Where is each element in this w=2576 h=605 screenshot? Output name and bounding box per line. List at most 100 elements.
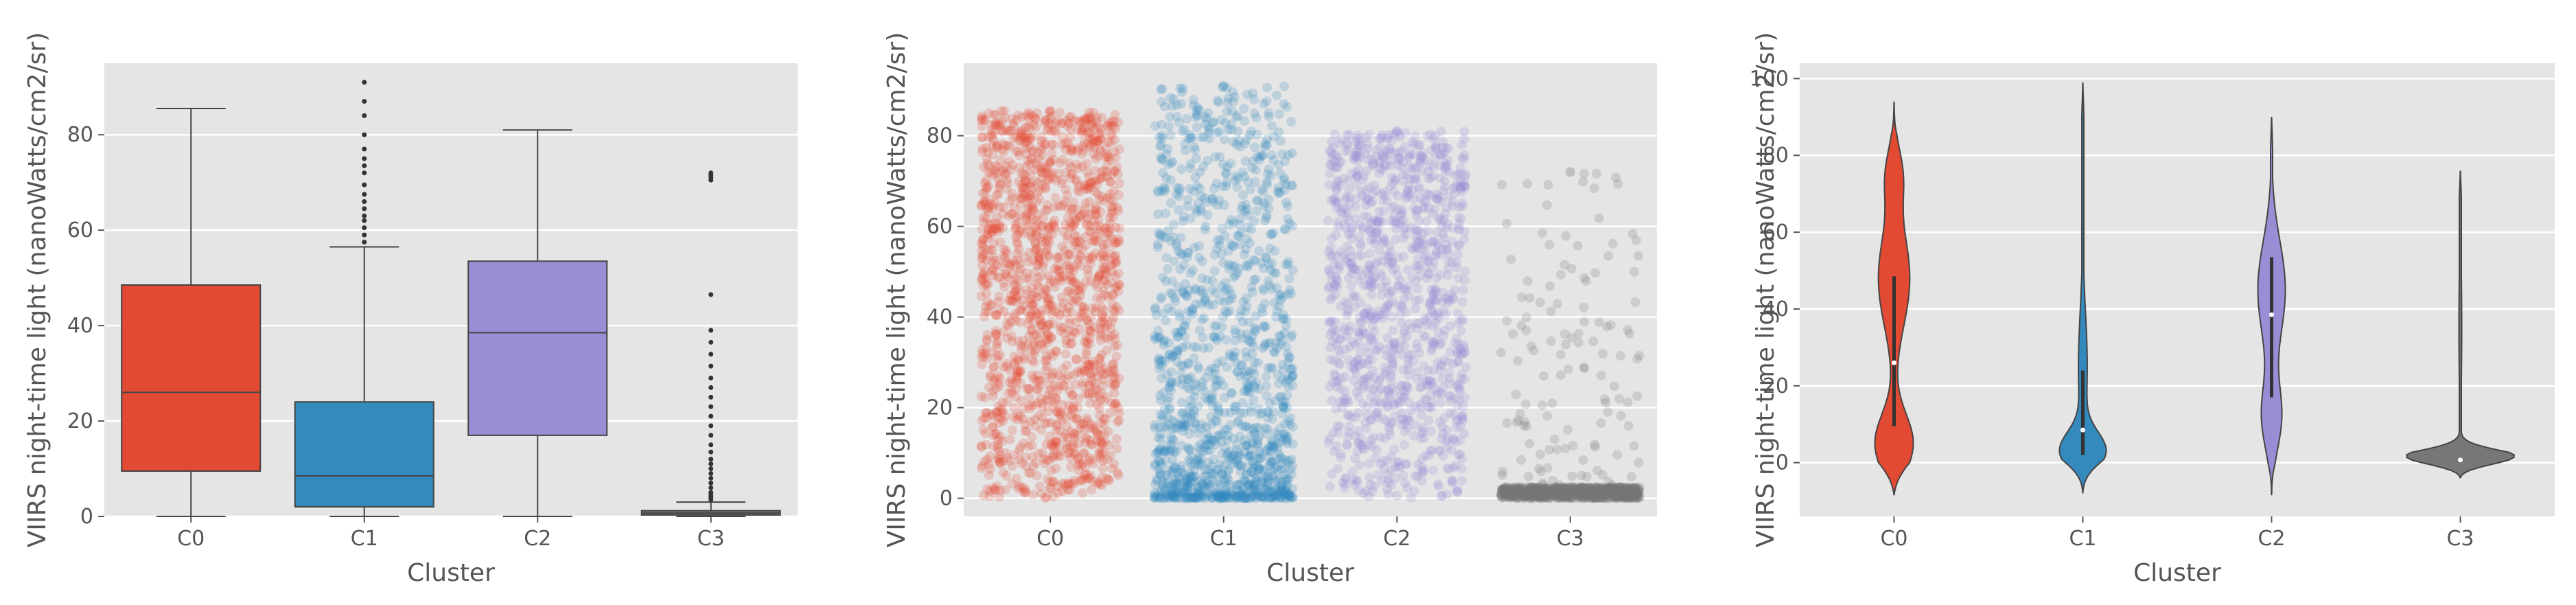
strip-point [1076, 260, 1087, 271]
strip-point [1232, 182, 1242, 192]
strip-point [1403, 423, 1413, 433]
strip-point [1090, 231, 1100, 241]
strip-point [1047, 119, 1057, 130]
strip-point [1376, 271, 1386, 282]
strip-point [1072, 205, 1082, 215]
strip-point [1012, 473, 1021, 483]
strip-point [1036, 136, 1047, 146]
strip-point [1430, 285, 1440, 295]
strip-point [993, 336, 1003, 346]
strip-point [982, 455, 993, 465]
strip-point [1043, 235, 1053, 245]
strip-point [1098, 317, 1108, 326]
strip-point [1089, 137, 1098, 148]
strip-point [1028, 131, 1038, 141]
strip-point [1455, 345, 1465, 355]
strip-point [1010, 260, 1021, 270]
strip-point [984, 225, 993, 235]
strip-point [1381, 350, 1391, 361]
strip-point [1093, 215, 1104, 225]
strip-point [1030, 239, 1041, 249]
strip-point [1427, 237, 1437, 247]
strip-point [1184, 285, 1194, 295]
strip-point [1342, 241, 1352, 251]
strip-point [1110, 109, 1120, 119]
strip-point [1000, 113, 1010, 123]
box [294, 401, 434, 508]
strip-point [1031, 244, 1041, 254]
strip-point [1096, 350, 1106, 360]
strip-point [982, 297, 993, 307]
strip-point [1188, 95, 1198, 105]
strip-point [1333, 428, 1343, 438]
strip-point [1197, 315, 1207, 325]
strip-point [1106, 208, 1116, 218]
strip-point [1579, 363, 1589, 373]
strip-point [1006, 317, 1017, 327]
strip-point [1104, 475, 1115, 486]
x-tick-label: C0 [177, 527, 205, 551]
strip-point [1033, 385, 1043, 395]
strip-point [1112, 340, 1122, 350]
strip-point [977, 200, 986, 210]
strip-point [1002, 126, 1012, 136]
outlier-point [362, 163, 367, 168]
strip-point [1327, 233, 1336, 244]
strip-point [1457, 411, 1467, 421]
strip-point [1065, 162, 1076, 172]
strip-point [1074, 439, 1083, 449]
strip-point [1060, 349, 1071, 359]
strip-point [1114, 144, 1124, 155]
strip-point [1044, 251, 1054, 262]
strip-point [1155, 231, 1165, 241]
strip-point [1025, 247, 1035, 258]
strip-point [986, 125, 997, 135]
strip-point [1629, 266, 1640, 277]
strip-point [985, 451, 995, 461]
strip-point [1003, 321, 1014, 331]
strip-point [1378, 206, 1389, 216]
strip-point [1157, 292, 1167, 302]
strip-point [1093, 477, 1104, 487]
strip-point [1256, 184, 1266, 194]
strip-point [1220, 392, 1229, 402]
strip-point [1031, 231, 1041, 241]
strip-point [988, 253, 999, 262]
strip-point [1027, 183, 1037, 193]
strip-point [1006, 208, 1017, 218]
strip-point [1366, 391, 1376, 402]
strip-point [1079, 146, 1089, 156]
strip-point [1112, 434, 1122, 444]
strip-point [1020, 190, 1030, 200]
strip-point [1100, 262, 1111, 273]
strip-point [1092, 236, 1102, 247]
strip-point [1166, 236, 1176, 246]
strip-point [1169, 94, 1179, 104]
strip-point [1176, 164, 1187, 174]
strip-point [1051, 346, 1060, 356]
outlier-point [362, 80, 367, 85]
strip-point [1062, 374, 1071, 384]
strip-point [1200, 225, 1210, 235]
strip-point [1001, 125, 1011, 135]
strip-point [1182, 114, 1192, 124]
strip-point [1106, 117, 1117, 126]
strip-point [1325, 168, 1335, 179]
strip-point [1049, 440, 1059, 450]
strip-point [1065, 132, 1076, 142]
strip-point [1426, 446, 1436, 455]
strip-point [977, 359, 987, 369]
strip-point [982, 183, 992, 194]
strip-point [997, 436, 1008, 446]
strip-point [1027, 432, 1037, 442]
strip-point [1017, 126, 1027, 136]
strip-point [982, 255, 992, 266]
strip-point [1563, 424, 1573, 435]
strip-point [991, 331, 1001, 341]
box [467, 260, 608, 436]
strip-point [1439, 413, 1450, 423]
strip-point [1149, 490, 1159, 500]
x-tick-label: C3 [1557, 527, 1584, 551]
strip-point [1071, 414, 1082, 424]
strip-point [1084, 456, 1094, 466]
